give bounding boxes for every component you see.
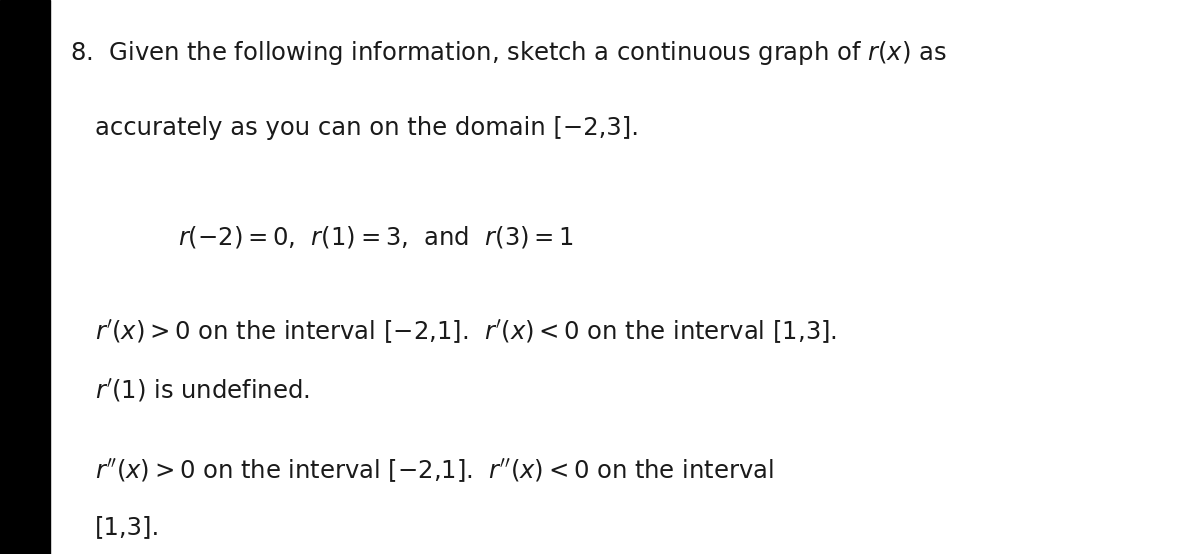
- Text: [1,3].: [1,3].: [95, 515, 160, 539]
- Text: $r'(1)$ is undefined.: $r'(1)$ is undefined.: [95, 377, 310, 404]
- Text: accurately as you can on the domain [−2,3].: accurately as you can on the domain [−2,…: [95, 116, 638, 140]
- Text: $r(-2)=0$,  $r(1)=3$,  and  $r(3)=1$: $r(-2)=0$, $r(1)=3$, and $r(3)=1$: [178, 224, 574, 250]
- Text: $r'(x)>0$ on the interval [−2,1].  $r'(x)<0$ on the interval [1,3].: $r'(x)>0$ on the interval [−2,1]. $r'(x)…: [95, 319, 836, 346]
- Bar: [0, 0, 50, 554]
- Text: 8.  Given the following information, sketch a continuous graph of $r(x)$ as: 8. Given the following information, sket…: [70, 39, 947, 67]
- Text: $r''(x)>0$ on the interval [−2,1].  $r''(x)<0$ on the interval: $r''(x)>0$ on the interval [−2,1]. $r''(…: [95, 457, 774, 485]
